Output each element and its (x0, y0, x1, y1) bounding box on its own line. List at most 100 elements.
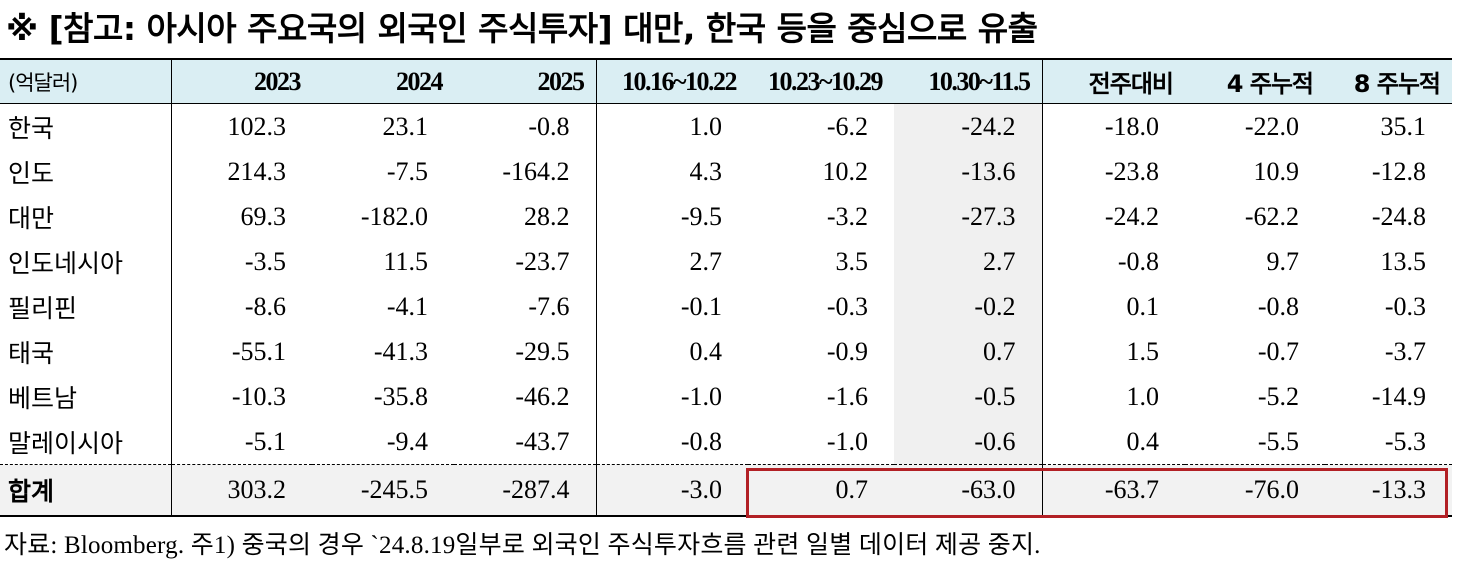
table-cell: -46.2 (454, 374, 597, 419)
table-cell: 13.5 (1380, 246, 1427, 276)
table-cell: -1.6 (826, 381, 868, 411)
table-cell: -0.6 (894, 419, 1043, 465)
country-name: 인도 (0, 149, 172, 194)
table-cell: -0.8 (454, 103, 597, 149)
table-cell: -13.6 (894, 149, 1043, 194)
table-cell: 2.7 (689, 246, 723, 276)
table-cell: -35.8 (373, 381, 428, 411)
table-cell: 35.1 (1380, 111, 1427, 141)
table-cell: -14.9 (1371, 381, 1426, 411)
table-cell: -3.7 (1384, 336, 1426, 366)
unit-header: (억달러) (0, 58, 172, 104)
table-cell: -1.0 (680, 381, 722, 411)
source-note: 자료: Bloomberg. 주1) 중국의 경우 `24.8.19일부로 외국… (4, 532, 1041, 559)
table-row: 대만 69.3 -182.0 28.2 -9.5 -3.2 -27.3 -24.2 -62.2 -… (0, 194, 1452, 239)
table-cell: 0.7 (894, 329, 1043, 374)
col-header-2024: 2024 (312, 58, 454, 104)
table-cell: -3.2 (826, 201, 868, 231)
table-cell: 102.3 (227, 111, 287, 141)
table-cell: -13.3 (1325, 464, 1452, 517)
country-name: 필리핀 (0, 284, 172, 329)
table-cell: -0.8 (1257, 291, 1299, 321)
table-cell: -0.7 (1257, 336, 1299, 366)
country-name: 말레이시아 (0, 419, 172, 465)
table-cell: -63.7 (1042, 464, 1185, 517)
col-header-2025: 2025 (454, 58, 597, 104)
col-header-wow: 전주대비 (1042, 58, 1185, 104)
table-cell: -0.3 (826, 291, 868, 321)
table-row: 한국 102.3 23.1 -0.8 1.0 -6.2 -24.2 -18.0 -22.0 35.… (0, 103, 1452, 149)
col-header-week-2: 10.23~10.29 (748, 58, 894, 104)
col-header-week-3: 10.30~11.5 (894, 58, 1043, 104)
country-name: 한국 (0, 103, 172, 149)
table-row: 필리핀 -8.6 -4.1 -7.6 -0.1 -0.3 -0.2 0.1 -0.8 -0.3 (0, 284, 1452, 329)
table-cell: 0.7 (748, 464, 894, 517)
table-cell: -164.2 (454, 149, 597, 194)
table-cell: -23.8 (1104, 156, 1159, 186)
table-cell: -5.1 (244, 426, 286, 456)
table-cell: 1.0 (1126, 381, 1160, 411)
col-header-week-1: 10.16~10.22 (596, 58, 748, 104)
table-cell: 214.3 (227, 156, 287, 186)
table-cell: -0.1 (680, 291, 722, 321)
country-name: 태국 (0, 329, 172, 374)
table-cell: -7.5 (386, 156, 428, 186)
table-cell: -9.4 (386, 426, 428, 456)
table-cell: -0.8 (1117, 246, 1159, 276)
table-cell: -62.2 (1244, 201, 1299, 231)
table-row: 태국 -55.1 -41.3 -29.5 0.4 -0.9 0.7 1.5 -0.7 -3.7 (0, 329, 1452, 374)
table-cell: -43.7 (454, 419, 597, 465)
foreign-equity-flow-table: (억달러) 2023 2024 2025 10.16~10.22 10.23~1… (0, 58, 1452, 517)
table-cell: 23.1 (382, 111, 429, 141)
table-cell: -22.0 (1244, 111, 1299, 141)
table-cell: -10.3 (231, 381, 286, 411)
table-row: 베트남 -10.3 -35.8 -46.2 -1.0 -1.6 -0.5 1.0 -5.2 -14… (0, 374, 1452, 419)
table-cell: 10.2 (822, 156, 869, 186)
table-cell: -3.0 (596, 464, 748, 517)
table-cell: -1.0 (826, 426, 868, 456)
table-cell: -5.5 (1257, 426, 1299, 456)
table-cell: 3.5 (835, 246, 869, 276)
table-cell: -4.1 (386, 291, 428, 321)
table-row: 인도 214.3 -7.5 -164.2 4.3 10.2 -13.6 -23.8 10.9 -1… (0, 149, 1452, 194)
table-cell: -287.4 (454, 464, 597, 517)
table-cell: -24.2 (1104, 201, 1159, 231)
table-row: 인도네시아 -3.5 11.5 -23.7 2.7 3.5 2.7 -0.8 9.7 13.5 (0, 239, 1452, 284)
table-cell: 69.3 (240, 201, 287, 231)
table-cell: -0.3 (1384, 291, 1426, 321)
table-cell: 0.4 (689, 336, 723, 366)
table-cell: -63.0 (894, 464, 1043, 517)
country-name: 베트남 (0, 374, 172, 419)
table-cell: -5.3 (1384, 426, 1426, 456)
total-row: 합계 303.2 -245.5 -287.4 -3.0 0.7 -63.0 -63.7 -76.… (0, 464, 1452, 517)
table-cell: -27.3 (894, 194, 1043, 239)
table-cell: -18.0 (1104, 111, 1159, 141)
table-cell: -245.5 (312, 464, 454, 517)
table-cell: 1.0 (689, 111, 723, 141)
table-cell: 0.4 (1126, 426, 1160, 456)
col-header-4week: 4 주누적 (1185, 58, 1325, 104)
country-name: 대만 (0, 194, 172, 239)
table-cell: -76.0 (1185, 464, 1325, 517)
table-cell: -0.2 (894, 284, 1043, 329)
table-cell: 303.2 (171, 464, 312, 517)
page-title: ※ [참고: 아시아 주요국의 외국인 주식투자] 대만, 한국 등을 중심으로… (6, 9, 1038, 48)
table-cell: -12.8 (1371, 156, 1426, 186)
table-cell: -24.8 (1371, 201, 1426, 231)
table-cell: 2.7 (894, 239, 1043, 284)
table-cell: -0.8 (680, 426, 722, 456)
table-cell: -0.9 (826, 336, 868, 366)
table-cell: -7.6 (454, 284, 597, 329)
table-cell: -29.5 (454, 329, 597, 374)
col-header-8week: 8 주누적 (1325, 58, 1452, 104)
table-cell: -9.5 (680, 201, 722, 231)
table-cell: -8.6 (244, 291, 286, 321)
table-cell: 10.9 (1253, 156, 1300, 186)
table-cell: 0.1 (1126, 291, 1160, 321)
table-cell: -3.5 (244, 246, 286, 276)
total-label: 합계 (0, 464, 172, 517)
table-cell: 11.5 (383, 246, 428, 276)
table-cell: 1.5 (1126, 336, 1160, 366)
table-cell: -6.2 (826, 111, 868, 141)
header-row: (억달러) 2023 2024 2025 10.16~10.22 10.23~1… (0, 58, 1452, 104)
